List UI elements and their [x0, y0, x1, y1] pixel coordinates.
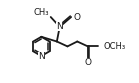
- Text: O: O: [73, 13, 80, 21]
- Text: CH₃: CH₃: [33, 8, 49, 17]
- Text: N: N: [56, 22, 63, 31]
- Text: N: N: [38, 52, 45, 61]
- Text: OCH₃: OCH₃: [104, 42, 126, 51]
- Text: O: O: [84, 58, 91, 67]
